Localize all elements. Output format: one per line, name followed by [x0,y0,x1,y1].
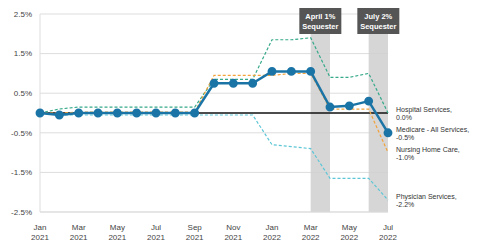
svg-text:1.5%: 1.5% [14,49,32,58]
svg-text:Sep2021: Sep2021 [186,223,204,242]
svg-text:Hospital Services,0.0%: Hospital Services,0.0% [396,106,452,121]
svg-text:Jul2021: Jul2021 [147,223,165,242]
svg-text:0.5%: 0.5% [14,89,32,98]
svg-text:-1.5%: -1.5% [11,168,32,177]
svg-text:Mar2022: Mar2022 [302,223,320,242]
svg-text:Jan2022: Jan2022 [263,223,281,242]
svg-text:-2.5%: -2.5% [11,208,32,217]
svg-text:-0.5%: -0.5% [11,129,32,138]
svg-text:July 2%Sequester: July 2%Sequester [360,12,396,31]
svg-text:May2021: May2021 [108,223,126,242]
svg-text:Nursing Home Care,-1.0%: Nursing Home Care,-1.0% [396,146,460,161]
svg-text:Physician Services,-2.2%: Physician Services,-2.2% [396,193,457,208]
svg-text:May2022: May2022 [340,223,358,242]
svg-text:Nov2021: Nov2021 [224,223,242,242]
svg-text:April 1%Sequester: April 1%Sequester [302,12,338,31]
svg-text:Mar2021: Mar2021 [70,223,88,242]
svg-text:Medicare - All Services,-0.5%: Medicare - All Services,-0.5% [396,126,469,141]
svg-text:2.5%: 2.5% [14,10,32,19]
svg-text:Jul2022: Jul2022 [379,223,397,242]
svg-text:Jan2021: Jan2021 [31,223,49,242]
